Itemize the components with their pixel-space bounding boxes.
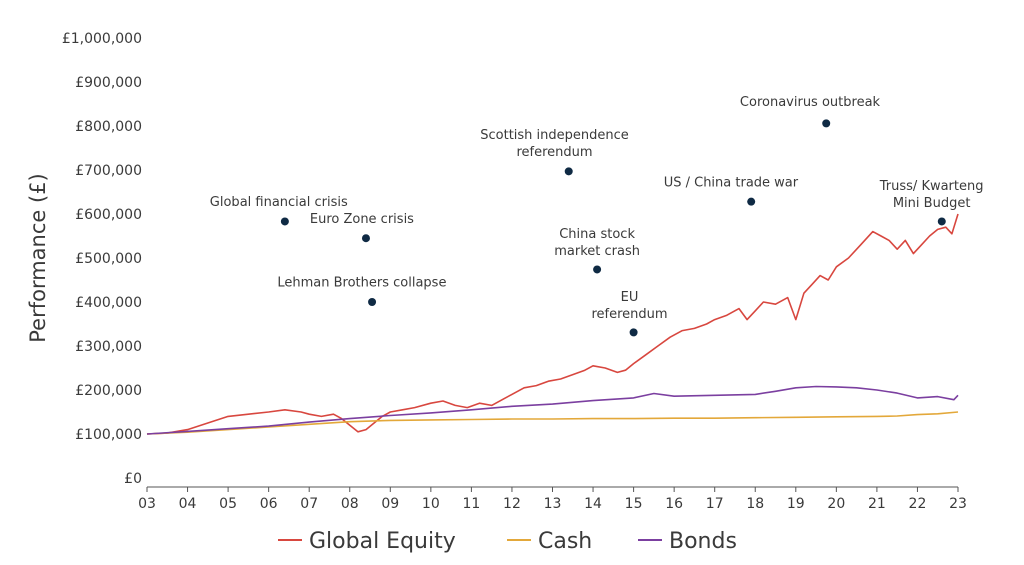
annotation-label: US / China trade war xyxy=(664,176,799,191)
event-annotations: Global financial crisis Euro Zone crisis L… xyxy=(210,95,984,337)
x-tick-label: 16 xyxy=(665,496,683,512)
legend-label: Bonds xyxy=(669,529,737,554)
annotation-label: EU referendum xyxy=(591,290,667,322)
y-axis-label: Performance (£) xyxy=(26,173,50,343)
annotation-label: Coronavirus outbreak xyxy=(740,95,881,110)
annotation-dot xyxy=(280,217,289,226)
x-tick-label: 05 xyxy=(219,496,237,512)
y-tick-label: £1,000,000 xyxy=(62,31,142,47)
annotation-dot xyxy=(368,298,377,306)
x-tick-label: 19 xyxy=(787,496,805,512)
x-tick-label: 11 xyxy=(462,496,480,512)
bonds-line xyxy=(146,385,959,435)
x-tick-label: 22 xyxy=(909,496,927,512)
legend-label: Global Equity xyxy=(309,529,456,554)
y-tick-label: £800,000 xyxy=(75,119,142,135)
annotation-label: Euro Zone crisis xyxy=(310,212,414,227)
y-tick-label: £0 xyxy=(124,471,142,487)
annotation-dot xyxy=(822,119,831,128)
x-tick-label: 21 xyxy=(868,496,886,512)
x-tick-label: 23 xyxy=(949,496,967,512)
y-tick-label: £900,000 xyxy=(75,75,142,91)
x-tick-label: 15 xyxy=(625,496,643,512)
annotation-dot xyxy=(747,197,756,206)
x-tick-label: 18 xyxy=(746,496,764,512)
x-axis: 03 04 05 06 07 08 09 10 11 12 13 14 15 16 17 18 19 20 21 22… xyxy=(138,486,967,512)
x-tick-label: 12 xyxy=(503,496,521,512)
global-equity-line xyxy=(146,213,959,435)
x-tick-label: 08 xyxy=(341,496,359,512)
x-tick-label: 10 xyxy=(422,496,440,512)
y-tick-label: £500,000 xyxy=(75,251,142,267)
y-tick-label: £700,000 xyxy=(75,163,142,179)
annotation-dot xyxy=(564,167,573,176)
legend: Global Equity Cash Bonds xyxy=(278,529,737,554)
x-tick-label: 17 xyxy=(706,496,724,512)
annotation-label: Lehman Brothers collapse xyxy=(277,276,446,291)
y-tick-label: £100,000 xyxy=(75,427,142,443)
x-tick-label: 09 xyxy=(381,496,399,512)
annotation-label: China stock market crash xyxy=(554,227,640,259)
y-axis: £0 £100,000 £200,000 £300,000 £400,000 £500,0… xyxy=(62,31,142,487)
annotation-dot xyxy=(629,328,638,337)
x-tick-label: 06 xyxy=(260,496,278,512)
y-tick-label: £600,000 xyxy=(75,207,142,223)
annotation-label: Scottish independence referendum xyxy=(480,128,629,160)
legend-label: Cash xyxy=(538,529,592,554)
cash-line xyxy=(146,411,959,435)
annotation-label: Truss/ Kwarteng Mini Budget xyxy=(879,179,984,211)
annotation-label: Global financial crisis xyxy=(210,195,348,210)
annotation-dot xyxy=(937,217,946,226)
x-tick-label: 14 xyxy=(584,496,602,512)
x-tick-label: 04 xyxy=(179,496,197,512)
y-tick-label: £400,000 xyxy=(75,295,142,311)
series-lines xyxy=(146,213,959,435)
x-tick-label: 20 xyxy=(827,496,845,512)
y-tick-label: £300,000 xyxy=(75,339,142,355)
x-tick-label: 07 xyxy=(300,496,318,512)
y-tick-label: £200,000 xyxy=(75,383,142,399)
x-tick-label: 13 xyxy=(544,496,562,512)
x-tick-label: 03 xyxy=(138,496,156,512)
annotation-dot xyxy=(593,265,602,274)
annotation-dot xyxy=(361,234,370,243)
